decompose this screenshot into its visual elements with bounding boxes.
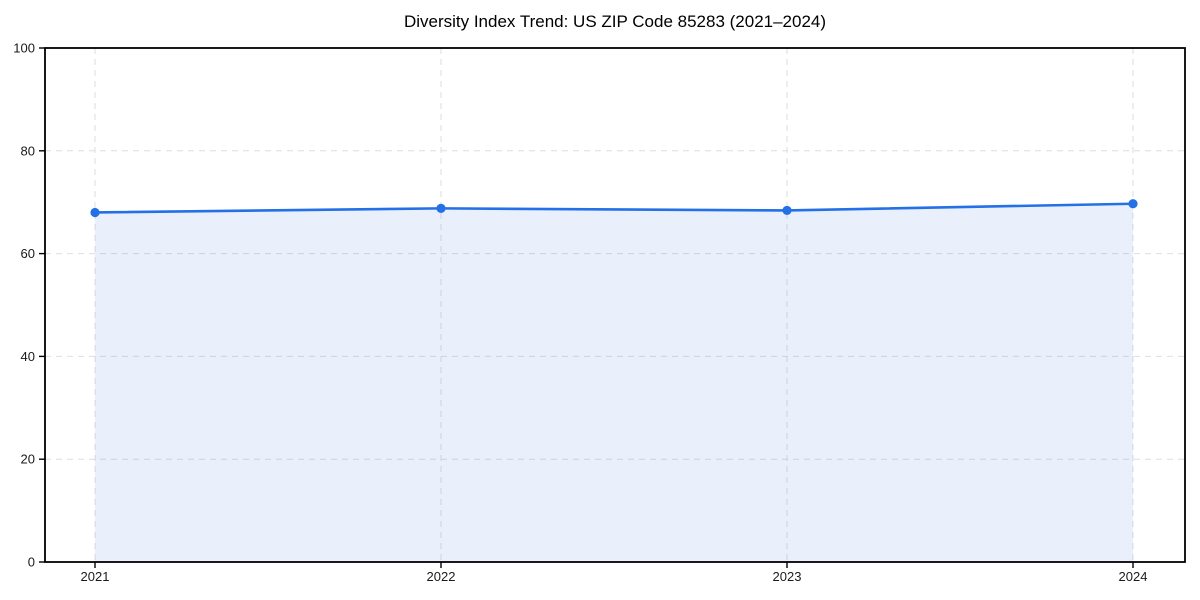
x-tick-label-2022: 2022 (427, 569, 456, 584)
y-tick-label-80: 80 (21, 143, 35, 158)
trend-line (93, 202, 1135, 214)
chart-title: Diversity Index Trend: US ZIP Code 85283… (403, 12, 827, 31)
y-tick-label-40: 40 (21, 349, 35, 364)
y-tick-label-60: 60 (21, 246, 35, 261)
y-tick-label-0: 0 (28, 555, 35, 570)
data-point-2024 (1128, 199, 1138, 209)
axis-frame (44, 47, 1186, 563)
y-tick-label-100: 100 (13, 41, 35, 56)
area-fill (95, 203, 1133, 562)
x-tick-label-2023: 2023 (773, 569, 802, 584)
x-tick-label-2024: 2024 (1119, 569, 1148, 584)
x-tick-label-2021: 2021 (81, 569, 110, 584)
data-point-2021 (90, 207, 100, 218)
y-tick-label-20: 20 (21, 452, 35, 467)
data-point-2023 (782, 205, 792, 216)
data-point-2022 (436, 203, 446, 213)
